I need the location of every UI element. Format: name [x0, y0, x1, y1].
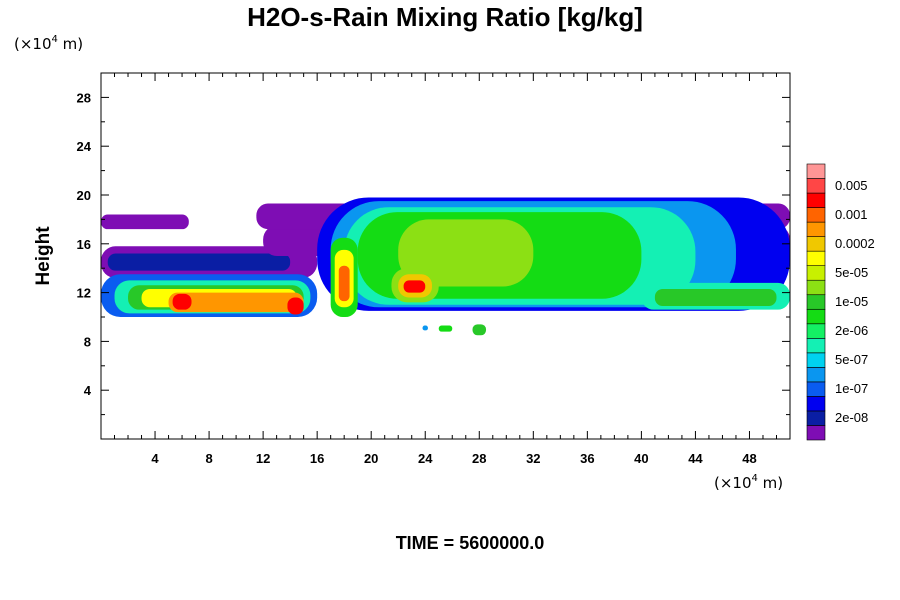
x-unit-prefix: (×10	[714, 474, 752, 492]
colorbar-swatch	[806, 265, 826, 281]
y-unit-exponent: 4	[52, 34, 58, 45]
time-label: TIME = 5600000.0	[396, 533, 545, 553]
x-tick-label: 8	[205, 451, 212, 466]
y-unit-prefix: (×10	[14, 35, 52, 53]
colorbar-swatch	[806, 396, 826, 412]
x-tick-label: 24	[418, 451, 433, 466]
y-axis-title: Height	[33, 226, 54, 286]
y-tick-label: 16	[77, 237, 91, 252]
x-tick-label: 44	[688, 451, 703, 466]
x-tick-label: 28	[472, 451, 486, 466]
contour-region-26	[438, 325, 453, 332]
colorbar-swatch	[806, 323, 826, 339]
x-axis: 4 8 12 16 20 24 28 32 36 40 44 48	[114, 73, 777, 466]
contour-region-25	[422, 325, 428, 331]
x-tick-label: 4	[151, 451, 159, 466]
colorbar-swatch	[806, 221, 826, 237]
colorbar-label: 0.005	[835, 178, 868, 193]
y-axis: 4 8 12 16 20 24 28	[77, 90, 790, 416]
x-tick-label: 32	[526, 451, 540, 466]
x-unit-exponent: 4	[752, 473, 758, 484]
colorbar-label: 5e-05	[835, 265, 868, 280]
contour-region-17	[654, 288, 777, 307]
y-tick-label: 12	[77, 286, 91, 301]
colorbar-swatch	[806, 425, 826, 441]
contour-region-8	[172, 293, 192, 310]
colorbar-swatch	[806, 410, 826, 426]
colorbar-swatch	[806, 250, 826, 266]
colorbar-label: 2e-08	[835, 410, 868, 425]
contour-region-21	[338, 265, 350, 302]
y-axis-unit: (×104 m)	[14, 34, 83, 53]
x-tick-label: 36	[580, 451, 594, 466]
y-tick-label: 20	[77, 188, 91, 203]
colorbar-swatch	[806, 352, 826, 368]
plot-data	[101, 197, 790, 336]
colorbar-swatch	[806, 279, 826, 296]
colorbar-swatch	[806, 207, 826, 223]
y-unit-suffix: m)	[58, 35, 83, 53]
colorbar-legend: 2e-08 1e-07 5e-07 2e-06 1e-05 5e-05 0.0002 0.00…	[806, 163, 875, 441]
colorbar-swatch	[806, 338, 826, 354]
contour-region-9	[287, 297, 304, 315]
x-tick-label: 16	[310, 451, 324, 466]
y-tick-label: 4	[84, 383, 92, 398]
x-tick-label: 48	[742, 451, 756, 466]
contour-region-18	[398, 219, 534, 287]
colorbar-swatch	[806, 367, 826, 383]
colorbar-swatch	[806, 178, 826, 194]
colorbar-swatch	[806, 294, 826, 310]
x-tick-label: 40	[634, 451, 648, 466]
colorbar-label: 2e-06	[835, 323, 868, 338]
colorbar-label: 0.001	[835, 207, 868, 222]
contour-region-24	[403, 280, 426, 293]
contour-region-27	[472, 324, 487, 336]
plot-frame	[100, 72, 791, 440]
colorbar-label: 5e-07	[835, 352, 868, 367]
x-axis-unit: (×104 m)	[714, 473, 783, 492]
colorbar-label: 1e-07	[835, 381, 868, 396]
colorbar-swatch	[806, 308, 826, 325]
x-tick-label: 12	[256, 451, 270, 466]
x-unit-suffix: m)	[758, 474, 783, 492]
colorbar-swatch	[806, 236, 826, 252]
contour-region-2	[107, 253, 291, 271]
colorbar-label: 0.0002	[835, 236, 875, 251]
chart-title: H2O-s-Rain Mixing Ratio [kg/kg]	[247, 2, 643, 32]
contour-region-7	[168, 292, 304, 313]
x-tick-label: 20	[364, 451, 378, 466]
y-tick-label: 24	[77, 139, 92, 154]
colorbar-swatch	[806, 381, 826, 397]
colorbar-swatch	[806, 163, 826, 179]
colorbar-label: 1e-05	[835, 294, 868, 309]
y-tick-label: 28	[77, 90, 91, 105]
colorbar-swatch	[806, 192, 826, 208]
y-tick-label: 8	[84, 334, 91, 349]
contour-region-0	[101, 214, 189, 230]
